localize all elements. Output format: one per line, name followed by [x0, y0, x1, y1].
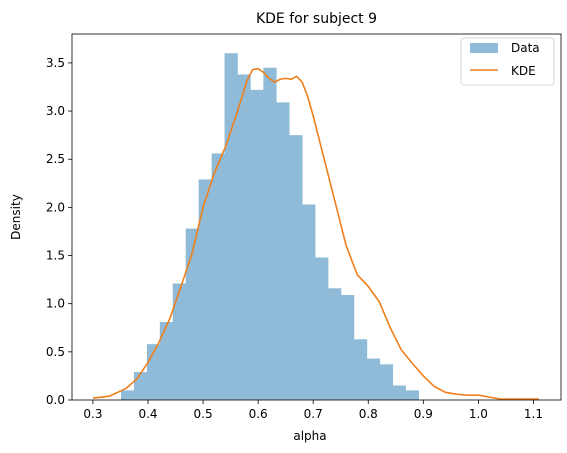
- histogram-bar: [405, 390, 419, 400]
- histogram-bar: [289, 135, 303, 400]
- histogram-bar: [237, 74, 251, 400]
- histogram-bar: [250, 89, 264, 401]
- x-tick-label: 1.1: [524, 407, 543, 421]
- y-axis-ticks: 0.0 0.5 1.0 1.5 2.0 2.5 3.0 3.5: [46, 56, 72, 407]
- histogram-bar: [276, 102, 290, 400]
- y-axis-label: Density: [9, 194, 23, 240]
- histogram-bar: [172, 283, 187, 400]
- histogram-bar: [133, 372, 148, 400]
- legend: Data KDE: [460, 37, 555, 86]
- histogram-bar: [263, 67, 277, 401]
- x-tick-label: 0.4: [138, 407, 157, 421]
- legend-data-label: Data: [511, 41, 540, 55]
- x-axis-ticks: 0.3 0.4 0.5 0.6 0.7 0.8 0.9 1.0 1.1: [83, 400, 543, 421]
- histogram-bar: [302, 204, 316, 400]
- histogram-bar: [198, 179, 212, 400]
- legend-kde-label: KDE: [511, 64, 536, 78]
- histogram-bar: [353, 339, 368, 400]
- histogram-bar: [185, 228, 199, 400]
- histogram-bar: [121, 390, 135, 400]
- x-tick-label: 0.5: [194, 407, 213, 421]
- histogram-bar: [366, 358, 381, 400]
- y-tick-label: 0.0: [46, 393, 65, 407]
- y-tick-label: 3.0: [46, 104, 65, 118]
- histogram-bar: [328, 288, 342, 400]
- histogram-bar: [315, 257, 329, 400]
- histogram-bar: [379, 364, 394, 400]
- y-tick-label: 1.0: [46, 297, 65, 311]
- histogram-bar: [341, 295, 355, 400]
- plot-frame: [71, 33, 562, 401]
- legend-data-swatch: [470, 43, 498, 53]
- y-tick-label: 1.5: [46, 249, 65, 263]
- y-tick-label: 2.0: [46, 200, 65, 214]
- x-tick-label: 1.0: [469, 407, 488, 421]
- x-tick-label: 0.8: [359, 407, 378, 421]
- histogram-bar: [224, 53, 238, 400]
- y-tick-label: 3.5: [46, 56, 65, 70]
- x-tick-label: 0.3: [83, 407, 102, 421]
- histogram-bar: [392, 385, 407, 400]
- chart-title: KDE for subject 9: [256, 11, 377, 27]
- kde-line: [92, 67, 539, 400]
- histogram-bar: [159, 321, 174, 400]
- x-axis-label: alpha: [293, 429, 326, 443]
- x-tick-label: 0.7: [304, 407, 323, 421]
- x-tick-label: 0.9: [414, 407, 433, 421]
- y-tick-label: 2.5: [46, 152, 65, 166]
- y-tick-label: 0.5: [46, 345, 65, 359]
- histogram-bar: [211, 153, 225, 400]
- x-tick-label: 0.6: [249, 407, 268, 421]
- histogram-bars: [121, 53, 419, 401]
